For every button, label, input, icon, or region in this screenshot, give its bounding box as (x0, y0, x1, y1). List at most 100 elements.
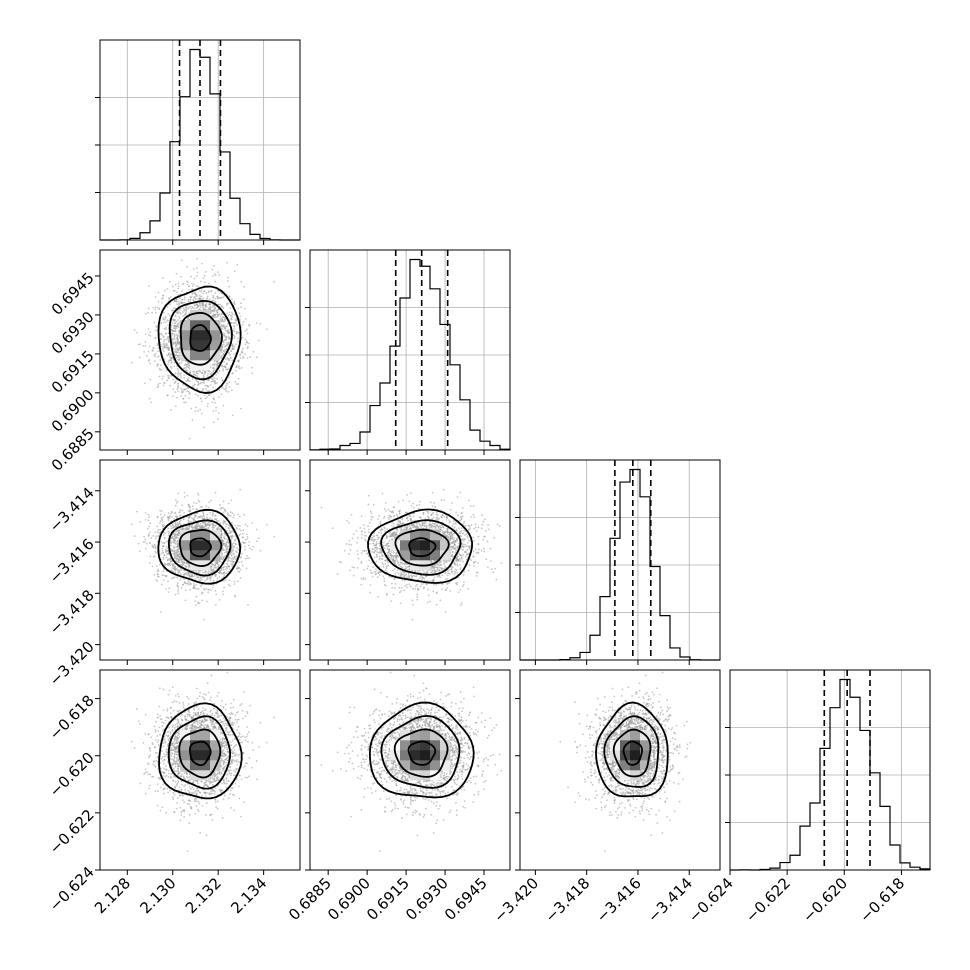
scatter-point (160, 301, 163, 304)
scatter-point (226, 280, 229, 282)
scatter-point (224, 325, 227, 328)
scatter-point (175, 327, 178, 330)
scatter-point (223, 551, 226, 554)
scatter-point (231, 347, 234, 350)
scatter-point (193, 277, 196, 280)
scatter-point (172, 552, 175, 555)
scatter-point (177, 341, 180, 344)
scatter-point (195, 379, 198, 382)
scatter-point (238, 312, 241, 315)
scatter-point (193, 304, 196, 307)
scatter-point (174, 523, 177, 525)
scatter-point (162, 311, 165, 314)
scatter-point (144, 345, 147, 347)
scatter-point (163, 327, 166, 330)
scatter-point (177, 375, 180, 378)
scatter-point (249, 356, 252, 359)
scatter-point (217, 271, 220, 274)
scatter-point (200, 515, 203, 518)
scatter-point (171, 511, 174, 514)
scatter-point (208, 298, 211, 301)
scatter-point (212, 397, 215, 400)
scatter-point (162, 318, 165, 320)
scatter-point (195, 524, 198, 526)
scatter-point (181, 290, 184, 293)
scatter-point (249, 547, 252, 550)
scatter-point (186, 370, 189, 372)
scatter-point (220, 355, 223, 358)
scatter-point (202, 517, 205, 520)
scatter-point (172, 526, 175, 529)
scatter-point (222, 365, 224, 368)
scatter-point (217, 418, 219, 420)
scatter-point (230, 551, 233, 554)
scatter-point (165, 548, 167, 551)
scatter-point (159, 513, 162, 516)
scatter-point (177, 587, 180, 590)
scatter-point (153, 321, 156, 324)
scatter-point (233, 583, 236, 586)
scatter-point (177, 590, 180, 592)
scatter-point (166, 379, 169, 382)
scatter-point (169, 280, 171, 283)
scatter-point (231, 313, 234, 315)
scatter-point (189, 583, 192, 586)
scatter-point (219, 560, 222, 563)
scatter-point (194, 578, 197, 580)
scatter-point (166, 319, 169, 322)
density-cell (190, 320, 201, 331)
scatter-point (212, 296, 214, 299)
scatter-point (216, 311, 219, 314)
scatter-point (189, 298, 192, 301)
scatter-point (195, 267, 198, 269)
scatter-point (178, 534, 181, 536)
scatter-point (161, 333, 163, 336)
scatter-point (242, 541, 245, 544)
scatter-point (173, 334, 176, 337)
scatter-point (242, 355, 245, 358)
scatter-point (173, 382, 176, 385)
scatter-point (187, 528, 190, 531)
scatter-point (233, 335, 236, 338)
scatter-point (186, 265, 189, 268)
scatter-point (198, 308, 201, 311)
scatter-point (178, 317, 181, 320)
scatter-point (209, 306, 212, 308)
scatter-point (181, 583, 184, 586)
scatter-point (160, 332, 163, 335)
scatter-point (187, 566, 190, 569)
scatter-point (225, 341, 228, 344)
scatter-point (176, 335, 179, 338)
scatter-point (225, 363, 228, 366)
scatter-point (208, 370, 211, 373)
scatter-point (233, 345, 236, 348)
scatter-point (176, 585, 179, 588)
scatter-point (174, 542, 177, 545)
scatter-point (194, 406, 197, 409)
scatter-point (218, 361, 221, 364)
scatter-point (184, 582, 187, 585)
scatter-point (198, 294, 201, 297)
scatter-point (177, 371, 180, 374)
scatter-point (220, 551, 223, 553)
scatter-point (186, 386, 189, 389)
scatter-point (178, 308, 181, 311)
scatter-point (255, 322, 258, 324)
scatter-point (194, 295, 196, 298)
scatter-point (163, 541, 166, 544)
scatter-point (150, 401, 153, 404)
scatter-point (231, 544, 234, 547)
scatter-point (166, 516, 169, 518)
scatter-point (163, 338, 166, 341)
scatter-point (214, 514, 217, 517)
scatter-point (191, 528, 194, 531)
scatter-point (159, 520, 162, 522)
scatter-point (176, 388, 179, 391)
scatter-point (222, 324, 225, 327)
scatter-point (223, 574, 226, 576)
scatter-point (216, 313, 219, 316)
scatter-point (234, 550, 237, 552)
scatter-point (214, 564, 217, 566)
scatter-point (245, 567, 248, 570)
scatter-point (176, 584, 179, 586)
